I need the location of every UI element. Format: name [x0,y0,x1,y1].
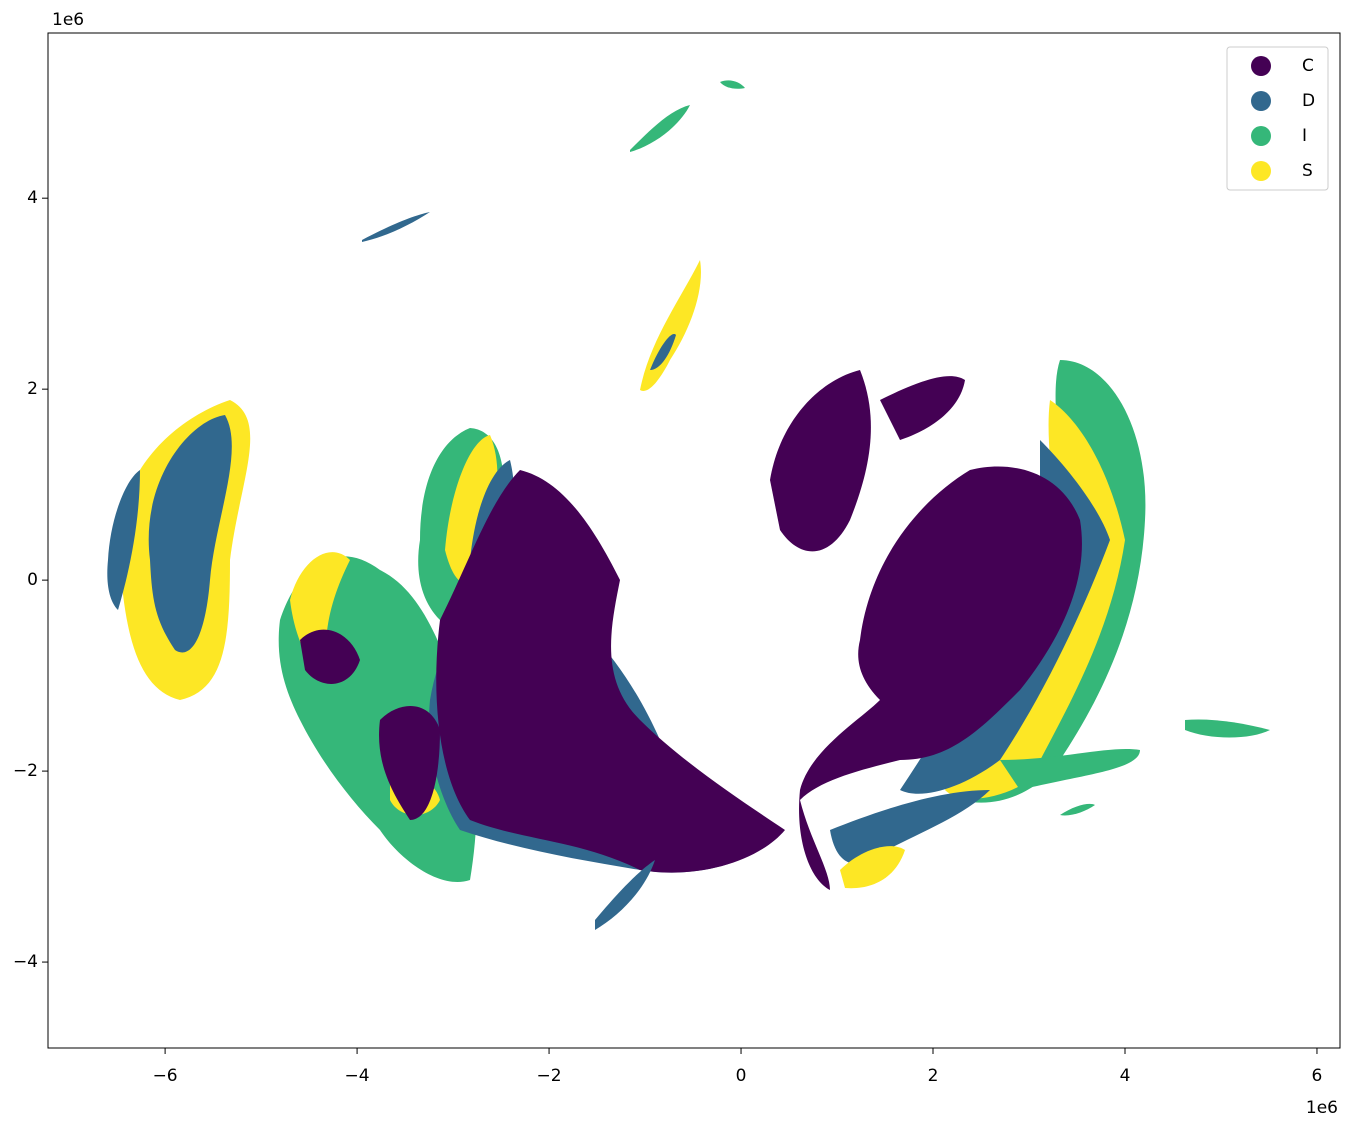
y-tick-label: 2 [27,379,38,399]
legend-marker [1251,161,1271,181]
y-tick-label: 0 [27,570,38,590]
legend-label: I [1302,126,1307,146]
region [770,370,871,552]
legend-label: C [1302,56,1314,76]
region [1185,719,1270,738]
legend-box [1226,46,1329,191]
x-tick-label: −2 [537,1066,562,1086]
legend-marker [1251,126,1271,146]
map-regions [107,80,1270,930]
region [148,415,232,653]
x-tick-label: 0 [736,1066,747,1086]
legend-label: S [1302,161,1313,181]
region [720,80,745,89]
region [650,334,676,370]
region [436,470,785,873]
legend-label: D [1302,91,1315,111]
legend-marker [1251,91,1271,111]
y-tick-label: 4 [27,188,38,208]
region [830,790,990,864]
region [300,629,360,684]
region [880,376,965,440]
y-tick-label: −4 [13,952,38,972]
region [107,470,140,610]
region [799,466,1082,890]
region [379,706,440,820]
x-tick-label: 4 [1120,1066,1131,1086]
region [1060,803,1095,816]
legend-marker [1251,56,1271,76]
region [362,212,430,242]
y-offset-label: 1e6 [52,10,84,30]
region [630,105,690,152]
x-tick-label: −4 [345,1066,370,1086]
region [1000,748,1140,790]
x-tick-label: 6 [1312,1066,1323,1086]
x-tick-label: 2 [928,1066,939,1086]
axes-frame [47,32,1341,1049]
region [595,860,655,930]
x-offset-label: 1e6 [1306,1098,1338,1118]
y-tick-label: −2 [13,761,38,781]
x-tick-label: −6 [153,1066,178,1086]
region [840,846,905,889]
region [640,260,701,391]
